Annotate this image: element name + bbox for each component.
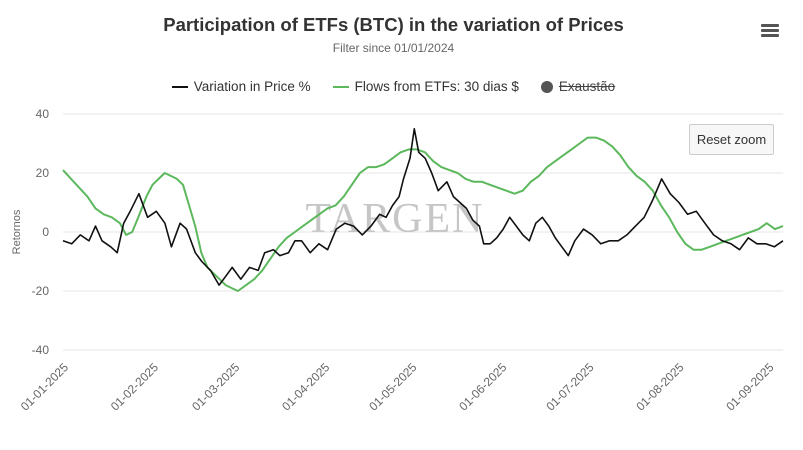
price-line-icon (171, 85, 188, 88)
x-tick-label: 01-04-2025 (279, 360, 333, 414)
reset-zoom-button[interactable]: Reset zoom (689, 124, 774, 155)
x-tick-label: 01-09-2025 (723, 360, 777, 414)
series-line-price[interactable] (62, 128, 784, 286)
x-tick-label: 01-06-2025 (456, 360, 510, 414)
hamburger-menu-icon[interactable] (761, 24, 779, 40)
x-tick-label: 01-02-2025 (108, 360, 162, 414)
chart-subtitle: Filter since 01/01/2024 (332, 41, 455, 55)
x-axis-ticks: 01-01-2025 01-02-2025 01-03-2025 01-04-2025… (18, 360, 777, 414)
y-axis-label: Retornos (11, 209, 23, 254)
x-tick-label: 01-07-2025 (543, 360, 597, 414)
legend-item-price[interactable]: Variation in Price % (171, 79, 311, 94)
y-tick-label: -40 (32, 343, 50, 357)
flows-line-icon (332, 85, 349, 88)
y-tick-label: 40 (36, 107, 50, 121)
legend-label-price: Variation in Price % (193, 79, 311, 94)
x-tick-label: 01-05-2025 (366, 360, 420, 414)
legend-item-exaustao[interactable]: Exaustão (540, 79, 616, 94)
chart-legend: Variation in Price % Flows from ETFs: 30… (0, 79, 787, 94)
y-tick-label: 0 (42, 225, 49, 239)
x-tick-label: 01-08-2025 (633, 360, 687, 414)
legend-label-exaustao: Exaustão (558, 79, 616, 94)
y-tick-label: 20 (36, 166, 50, 180)
chart-title: Participation of ETFs (BTC) in the varia… (163, 14, 624, 35)
x-tick-label: 01-01-2025 (18, 360, 72, 414)
legend-item-flows[interactable]: Flows from ETFs: 30 dias $ (332, 79, 519, 94)
y-tick-label: -20 (32, 284, 50, 298)
y-axis-ticks: 40 20 0 -20 -40 (32, 107, 50, 357)
grid-lines (63, 113, 783, 351)
legend-label-flows: Flows from ETFs: 30 dias $ (354, 79, 519, 94)
series-line-flows[interactable] (62, 136, 784, 292)
exaustao-dot-icon (540, 80, 553, 93)
x-tick-label: 01-03-2025 (189, 360, 243, 414)
series-lines (62, 128, 784, 292)
